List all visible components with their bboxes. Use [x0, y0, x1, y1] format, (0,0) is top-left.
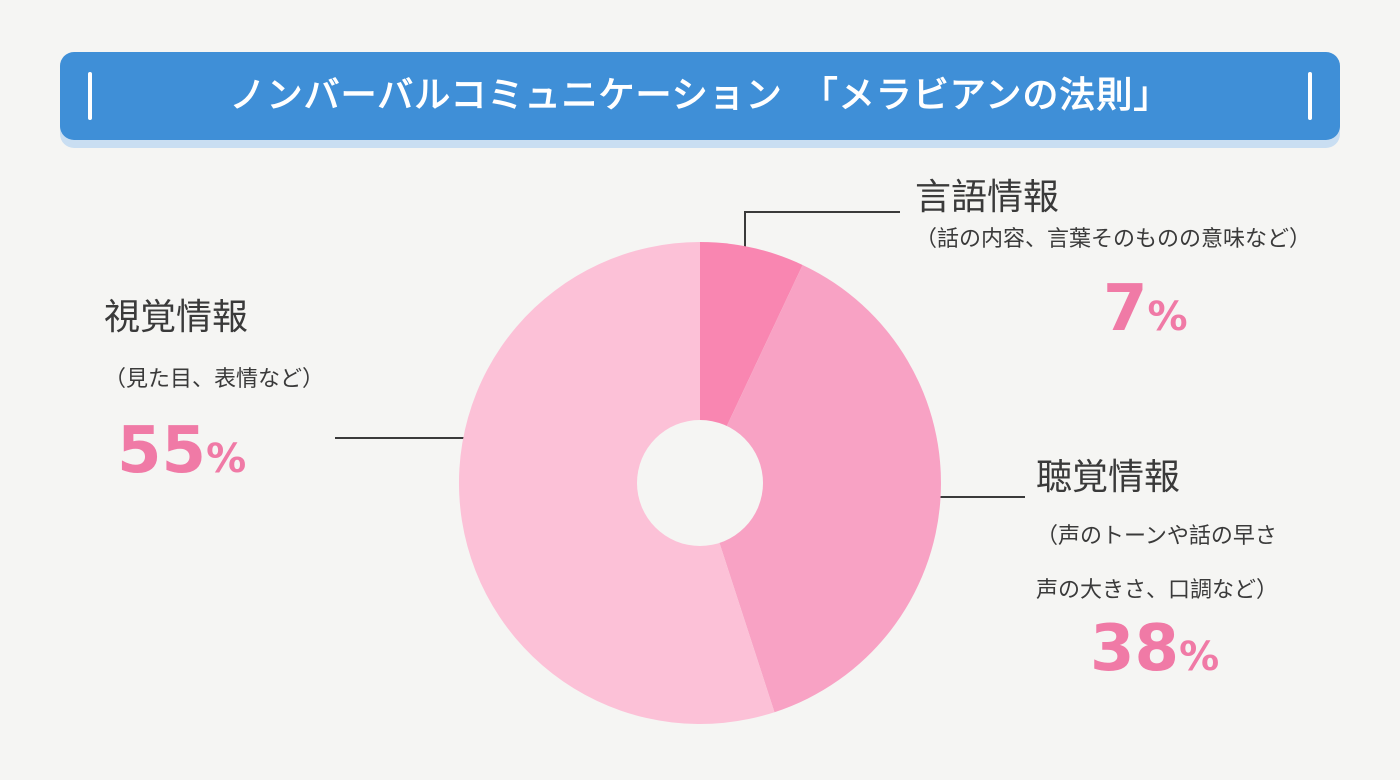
pie-slice-visual: [458, 241, 775, 725]
donut-hole: [637, 420, 763, 546]
chart-title: ノンバーバルコミュニケーション 「メラビアンの法則」: [229, 75, 1171, 116]
slice-label-visual: 視覚情報 （見た目、表情など）: [104, 296, 324, 396]
slice-percent-visual: 55%: [117, 414, 246, 488]
percent-value-vocal: 38: [1090, 612, 1180, 686]
slice-desc-vocal-line1: （声のトーンや話の早さ: [1036, 524, 1277, 549]
slice-percent-verbal: 7%: [1103, 272, 1188, 346]
slice-name-visual: 視覚情報: [104, 297, 249, 338]
percent-unit-vocal: %: [1179, 634, 1220, 680]
slice-desc-visual: （見た目、表情など）: [104, 367, 325, 392]
slice-label-vocal: 聴覚情報 （声のトーンや話の早さ 声の大きさ、口調など）: [1036, 456, 1278, 618]
banner-right-bar: [1308, 72, 1312, 120]
slice-label-verbal: 言語情報 （話の内容、言葉そのものの意味など）: [915, 176, 1311, 256]
slice-percent-vocal: 38%: [1090, 612, 1219, 686]
percent-unit-verbal: %: [1147, 294, 1188, 340]
slice-desc-verbal: （話の内容、言葉そのものの意味など）: [915, 227, 1312, 252]
percent-value-verbal: 7: [1103, 272, 1148, 346]
title-banner: ノンバーバルコミュニケーション 「メラビアンの法則」: [60, 52, 1340, 140]
slice-name-vocal: 聴覚情報: [1036, 457, 1181, 498]
slice-desc-vocal-line2: 声の大きさ、口調など）: [1036, 578, 1279, 603]
pie-slice-verbal: [700, 242, 803, 483]
percent-value-visual: 55: [117, 414, 207, 488]
pie-slice-vocal: [700, 264, 941, 713]
banner-left-bar: [88, 72, 92, 120]
slice-name-verbal: 言語情報: [915, 177, 1060, 218]
percent-unit-visual: %: [206, 436, 247, 482]
